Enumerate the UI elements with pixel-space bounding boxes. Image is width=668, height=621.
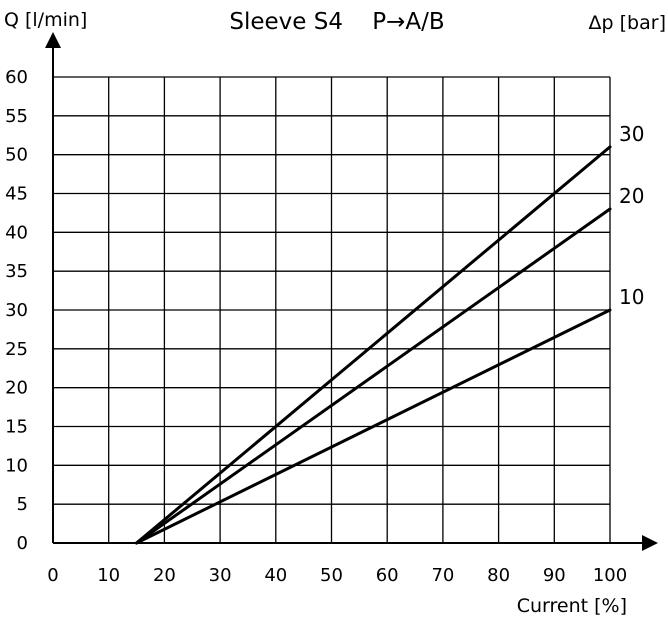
- y-tick-label: 15: [5, 417, 28, 438]
- chart-title: Sleeve S4 P→A/B: [229, 9, 444, 35]
- legend-title: Δp [bar]: [589, 12, 666, 34]
- y-tick-label: 45: [5, 184, 28, 205]
- y-tick-label: 60: [5, 67, 28, 88]
- y-tick-label: 55: [5, 106, 28, 127]
- x-tick-label: 70: [431, 565, 454, 586]
- series-label-10: 10: [619, 285, 644, 309]
- y-tick-label: 10: [5, 455, 28, 476]
- x-tick-label: 50: [320, 565, 343, 586]
- x-tick-labels: 0 10 20 30 40 50 60 70 80 90 100: [47, 565, 627, 586]
- x-axis-title: Current [%]: [517, 595, 627, 617]
- y-tick-labels: 0 5 10 15 20 25 30 35 40 45 50 55 60: [5, 67, 28, 554]
- x-tick-label: 90: [543, 565, 566, 586]
- x-tick-label: 40: [264, 565, 287, 586]
- series-line-10: [135, 308, 612, 545]
- series-line-30: [135, 145, 612, 545]
- y-tick-label: 30: [5, 300, 28, 321]
- y-tick-label: 25: [5, 339, 28, 360]
- x-tick-label: 20: [153, 565, 176, 586]
- y-axis-title: Q [l/min]: [4, 9, 87, 31]
- x-tick-label: 80: [487, 565, 510, 586]
- x-tick-label: 30: [209, 565, 232, 586]
- series-line-20: [135, 207, 612, 545]
- y-tick-label: 20: [5, 378, 28, 399]
- series-labels: 30 20 10: [619, 122, 644, 309]
- x-tick-label: 10: [97, 565, 120, 586]
- y-tick-label: 5: [17, 494, 28, 515]
- series-label-30: 30: [619, 122, 644, 146]
- y-tick-label: 50: [5, 145, 28, 166]
- axes: [45, 32, 658, 551]
- x-tick-label: 60: [376, 565, 399, 586]
- y-tick-label: 40: [5, 222, 28, 243]
- series-label-20: 20: [619, 184, 644, 208]
- grid: [53, 76, 611, 543]
- series-lines: [135, 145, 612, 545]
- y-tick-label: 0: [17, 533, 28, 554]
- x-tick-label: 100: [593, 565, 627, 586]
- x-tick-label: 0: [47, 565, 58, 586]
- y-tick-label: 35: [5, 261, 28, 282]
